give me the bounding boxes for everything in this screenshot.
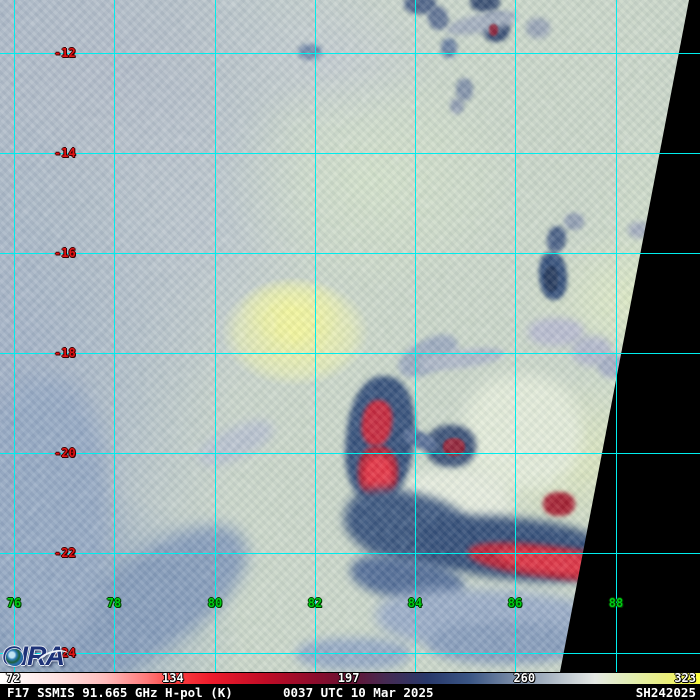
storm-feature	[364, 456, 392, 490]
lat-label: -20	[54, 446, 76, 460]
colorbar-tick-label: 197	[337, 671, 360, 685]
lon-label: 88	[608, 596, 624, 610]
lat-label: -14	[54, 146, 76, 160]
globe-icon	[6, 649, 23, 666]
colorbar-tick-label: 323	[674, 671, 696, 685]
colorbar-tick-label: 260	[513, 671, 536, 685]
storm-feature	[450, 98, 464, 114]
storm-feature	[489, 24, 498, 36]
storm-feature	[296, 638, 411, 670]
storm-feature	[443, 438, 465, 456]
storm-feature	[441, 38, 457, 58]
storm-feature	[564, 213, 584, 230]
sensor-product-label: F17 SSMIS 91.665 GHz H-pol (K)	[7, 685, 233, 700]
storm-feature	[543, 492, 575, 516]
timestamp-label: 0037 UTC 10 Mar 2025	[283, 685, 434, 700]
storm-feature	[526, 18, 550, 38]
lat-label: -22	[54, 546, 76, 560]
storm-id-label: SH242025	[635, 685, 696, 700]
lat-label: -18	[54, 346, 76, 360]
lon-label: 84	[407, 596, 423, 610]
lat-label: -16	[54, 246, 76, 260]
satellite-map: -12 -14 -16 -18 -20 -22 -24 76 78 80 82 84 86 88 CIRA	[0, 0, 700, 672]
lon-label: 82	[307, 596, 323, 610]
colorbar-tick-label: 134	[162, 671, 184, 685]
lat-label: -12	[54, 46, 76, 60]
status-bar: F17 SSMIS 91.665 GHz H-pol (K) 0037 UTC …	[0, 684, 700, 700]
storm-feature	[298, 44, 322, 60]
storm-feature	[544, 266, 558, 292]
lon-label: 80	[207, 596, 223, 610]
cira-logo: CIRA	[2, 641, 82, 672]
lon-label: 78	[106, 596, 122, 610]
lon-label: 76	[6, 596, 22, 610]
storm-feature	[428, 622, 583, 664]
temperature-colorbar: 72 134 197 260 323	[0, 671, 700, 685]
colorbar-tick-label: 72	[6, 671, 21, 685]
lon-label: 86	[507, 596, 523, 610]
